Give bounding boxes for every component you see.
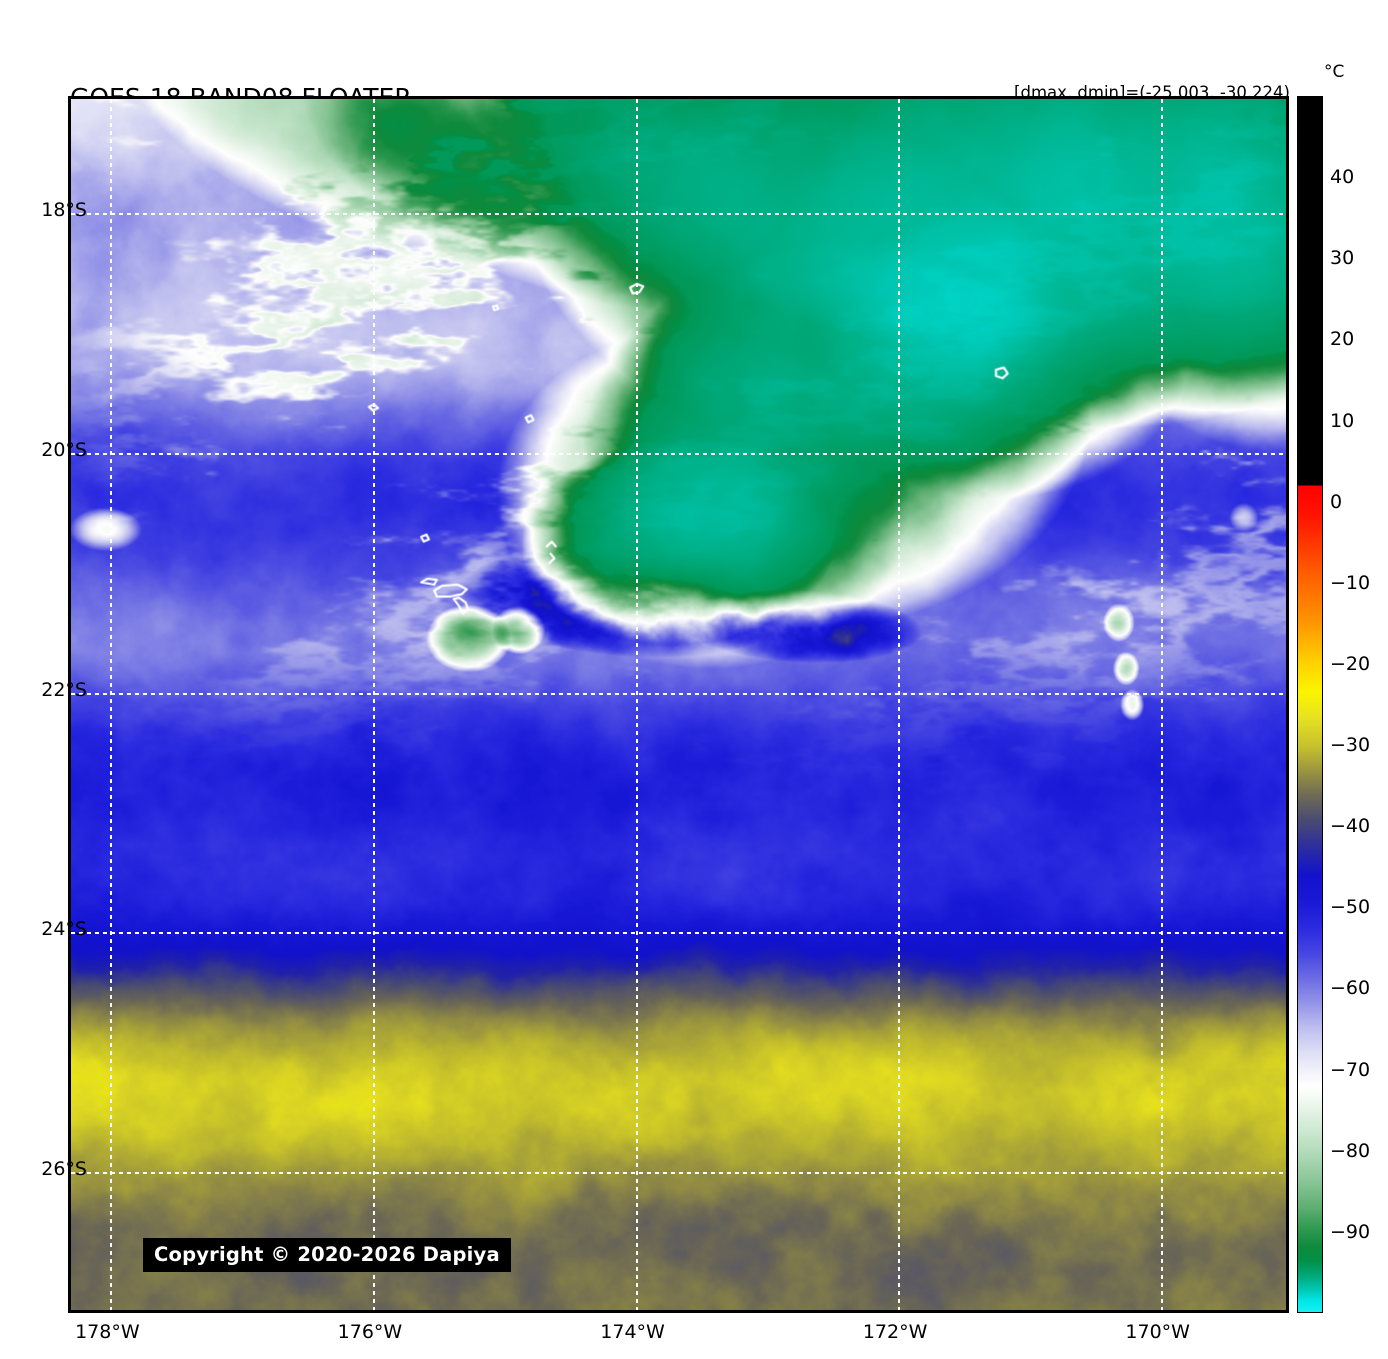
temperature-colorbar[interactable]: [1297, 96, 1323, 1313]
colorbar-tick-label: −60: [1330, 977, 1371, 1000]
longitude-tick-label: 176°W: [337, 1321, 403, 1343]
latitude-tick-label: 26°S: [41, 1158, 87, 1181]
colorbar-tick-label: 30: [1330, 247, 1355, 270]
colorbar-tick-label: −20: [1330, 652, 1371, 675]
longitude-tick-label: 178°W: [75, 1321, 140, 1343]
colorbar-tick-label: −40: [1330, 815, 1371, 838]
latitude-tick-label: 22°S: [41, 678, 87, 701]
colorbar-tick-label: 40: [1330, 166, 1355, 189]
colorbar-tick-label: −90: [1330, 1220, 1371, 1243]
colorbar-tick-label: 10: [1330, 409, 1355, 432]
longitude-tick-label: 174°W: [600, 1321, 665, 1343]
latitude-tick-label: 24°S: [41, 918, 87, 941]
copyright-banner: Copyright © 2020-2026 Dapiya: [143, 1238, 511, 1272]
colorbar-tick-label: −80: [1330, 1139, 1371, 1162]
longitude-tick-label: 172°W: [862, 1321, 928, 1343]
colorbar-tick-label: −70: [1330, 1058, 1371, 1081]
colorbar-unit-label: °C: [1324, 62, 1345, 82]
colorbar-tick-label: 0: [1330, 490, 1343, 513]
colorbar-tick-label: 20: [1330, 328, 1355, 351]
latitude-tick-label: 20°S: [41, 438, 87, 461]
colorbar-tick-label: −30: [1330, 734, 1371, 757]
colorbar-tick-label: −10: [1330, 571, 1371, 594]
latitude-tick-label: 18°S: [41, 198, 87, 221]
colorbar-tick-label: −50: [1330, 896, 1371, 919]
ir-brightness-temperature-raster: [71, 99, 1286, 1310]
satellite-image-plot[interactable]: Copyright © 2020-2026 Dapiya: [68, 96, 1289, 1313]
longitude-tick-label: 170°W: [1125, 1321, 1190, 1343]
